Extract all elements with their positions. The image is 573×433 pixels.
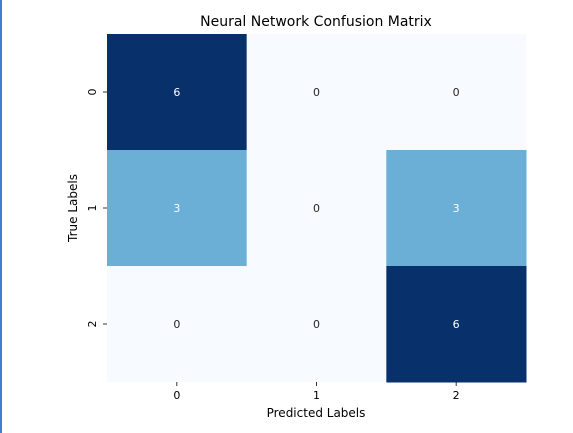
heatmap-cell-r2-c2 (386, 266, 527, 383)
cell-value-r2-c1: 0 (313, 318, 320, 331)
x-tick-label-1: 1 (313, 389, 320, 402)
heatmap-cell-r0-c1 (246, 34, 387, 151)
y-tick-label-0: 0 (86, 89, 99, 96)
cell-value-r0-c1: 0 (313, 86, 320, 99)
x-axis: 0 1 2 (173, 382, 460, 402)
cell-value-r2-c0: 0 (173, 318, 180, 331)
y-axis: 0 1 2 (86, 89, 107, 328)
heatmap-cell-r2-c0 (107, 266, 248, 383)
heatmap-cells (107, 34, 527, 383)
heatmap-cell-r1-c1 (246, 150, 387, 267)
cell-value-r1-c0: 3 (173, 202, 180, 215)
cell-value-r1-c1: 0 (313, 202, 320, 215)
heatmap-cell-labels: 6 0 0 3 0 3 0 0 6 (173, 86, 459, 331)
chart-title: Neural Network Confusion Matrix (200, 14, 432, 30)
x-tick-label-0: 0 (173, 389, 180, 402)
y-tick-label-1: 1 (86, 205, 99, 212)
heatmap-cell-r1-c0 (107, 150, 248, 267)
x-tick-label-2: 2 (453, 389, 460, 402)
cell-value-r1-c2: 3 (453, 202, 460, 215)
y-axis-label: True Labels (66, 174, 80, 243)
cell-value-r0-c2: 0 (453, 86, 460, 99)
heatmap-cell-r1-c2 (386, 150, 527, 267)
cell-value-r0-c0: 6 (173, 86, 180, 99)
x-axis-label: Predicted Labels (267, 406, 366, 420)
heatmap-cell-r0-c2 (386, 34, 527, 151)
heatmap-cell-r2-c1 (246, 266, 387, 383)
y-tick-label-2: 2 (86, 321, 99, 328)
heatmap-cell-r0-c0 (107, 34, 248, 151)
cell-value-r2-c2: 6 (453, 318, 460, 331)
window-left-border (0, 0, 2, 433)
